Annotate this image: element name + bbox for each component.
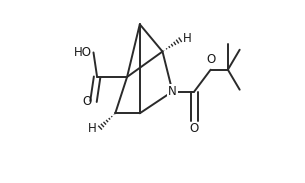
Text: H: H	[88, 122, 97, 135]
Text: N: N	[168, 85, 177, 98]
Text: O: O	[82, 95, 92, 108]
Text: HO: HO	[74, 46, 92, 59]
Text: O: O	[206, 53, 215, 66]
Text: O: O	[190, 122, 199, 135]
Text: H: H	[183, 32, 192, 45]
